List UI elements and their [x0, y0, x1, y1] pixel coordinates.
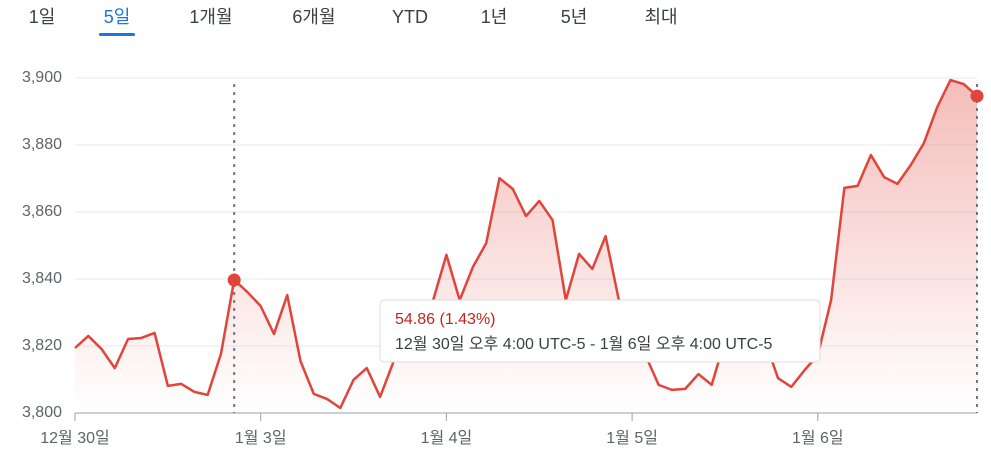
x-tick-label: 1월 4일	[421, 429, 473, 447]
tab[interactable]: 6개월	[292, 7, 335, 27]
y-tick-label: 3,860	[22, 203, 62, 220]
point	[970, 89, 984, 103]
x-tick-label: 1월 3일	[235, 429, 287, 447]
y-tick-label: 3,820	[22, 337, 62, 354]
x-tick-label: 1월 5일	[606, 429, 658, 447]
tab[interactable]: 5년	[561, 7, 588, 27]
y-tick-label: 3,900	[22, 69, 62, 86]
x-tick-label: 1월 6일	[792, 429, 844, 447]
x-tick-label: 12월 30일	[40, 429, 109, 447]
tooltip-change: 54.86 (1.43%)	[395, 311, 496, 328]
tab-underline	[99, 33, 135, 36]
tab[interactable]: YTD	[392, 7, 428, 27]
tab[interactable]: 1개월	[189, 7, 232, 27]
line	[74, 78, 978, 410]
tab[interactable]: 1년	[481, 7, 508, 27]
tooltip-range: 12월 30일 오후 4:00 UTC-5 - 1월 6일 오후 4:00 UT…	[395, 335, 773, 353]
tooltip-box	[379, 299, 821, 363]
area	[75, 80, 977, 413]
tab[interactable]: 1일	[29, 7, 56, 27]
point	[227, 273, 241, 287]
y-tick-label: 3,800	[22, 404, 62, 421]
y-tick-label: 3,840	[22, 270, 62, 287]
y-tick-label: 3,880	[22, 136, 62, 153]
tab[interactable]: 5일	[104, 7, 131, 27]
tab[interactable]: 최대	[644, 7, 677, 27]
